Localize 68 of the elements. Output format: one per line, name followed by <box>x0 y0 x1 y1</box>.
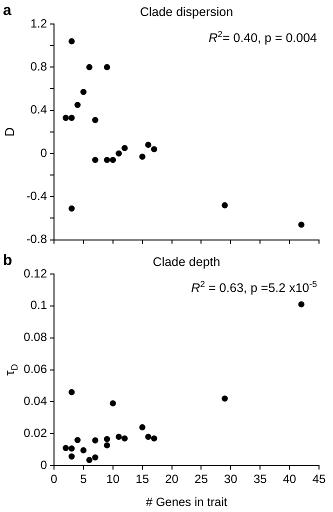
y-tick-label: 0.12 <box>24 266 48 280</box>
x-tick-label: 20 <box>165 472 179 486</box>
y-tick-label: 0.02 <box>24 426 48 440</box>
point <box>74 102 81 108</box>
point <box>80 88 87 96</box>
point <box>116 150 122 157</box>
point <box>298 301 304 308</box>
point <box>151 146 158 152</box>
point <box>139 424 146 430</box>
text: b <box>3 252 12 269</box>
x-tick-label: 45 <box>312 472 326 486</box>
point <box>104 436 110 442</box>
point <box>74 436 81 444</box>
point <box>298 222 304 228</box>
point <box>68 38 75 44</box>
chart-title: Clade depth <box>152 255 220 269</box>
y-tick-label: 0.04 <box>24 394 48 408</box>
point <box>68 114 75 121</box>
point <box>92 156 98 164</box>
point <box>145 142 152 148</box>
y-axis-title: D <box>2 127 17 137</box>
point <box>222 202 228 208</box>
text: a <box>3 2 12 19</box>
point <box>62 114 69 121</box>
y-tick-label: 0.4 <box>30 102 48 117</box>
x-tick-label: 30 <box>224 472 238 486</box>
point <box>68 453 75 460</box>
point <box>122 435 128 442</box>
point <box>68 389 75 396</box>
y-tick-label: 0.1 <box>30 298 48 312</box>
point <box>104 442 110 448</box>
point <box>139 154 146 160</box>
point <box>92 437 98 444</box>
point <box>145 434 152 440</box>
y-axis-title: τD <box>2 364 20 376</box>
point <box>116 434 122 440</box>
x-tick-label: 15 <box>136 472 150 486</box>
y-tick-label: -0.8 <box>26 232 48 246</box>
x-tick-label: 25 <box>194 472 208 486</box>
y-tick-label: 0 <box>40 458 48 472</box>
point <box>86 64 92 70</box>
point <box>92 454 98 461</box>
x-tick-label: 35 <box>253 472 268 486</box>
point <box>122 144 128 152</box>
x-tick-label: 40 <box>282 472 297 486</box>
point <box>151 435 158 442</box>
x-tick-label: 5 <box>80 472 88 486</box>
y-tick-label: 0.06 <box>24 362 48 376</box>
y-tick-label: 1.2 <box>30 16 48 30</box>
y-tick-label: -0.4 <box>26 188 48 203</box>
point <box>104 156 110 164</box>
point <box>104 64 110 70</box>
point <box>80 447 87 454</box>
point <box>222 395 228 402</box>
point <box>68 205 75 212</box>
point <box>110 156 116 164</box>
y-tick-label: 0 <box>40 146 48 160</box>
y-tick-label: 0.8 <box>30 59 48 74</box>
y-tick-label: 0.08 <box>24 330 48 344</box>
point <box>86 456 92 464</box>
point <box>68 445 75 452</box>
chart-title: Clade dispersion <box>140 5 234 19</box>
point <box>92 116 98 124</box>
point <box>110 400 116 406</box>
x-tick-label: 10 <box>106 472 120 486</box>
x-axis-title: # Genes in trait <box>146 495 228 509</box>
x-tick-label: 0 <box>50 472 58 486</box>
point <box>62 444 69 452</box>
